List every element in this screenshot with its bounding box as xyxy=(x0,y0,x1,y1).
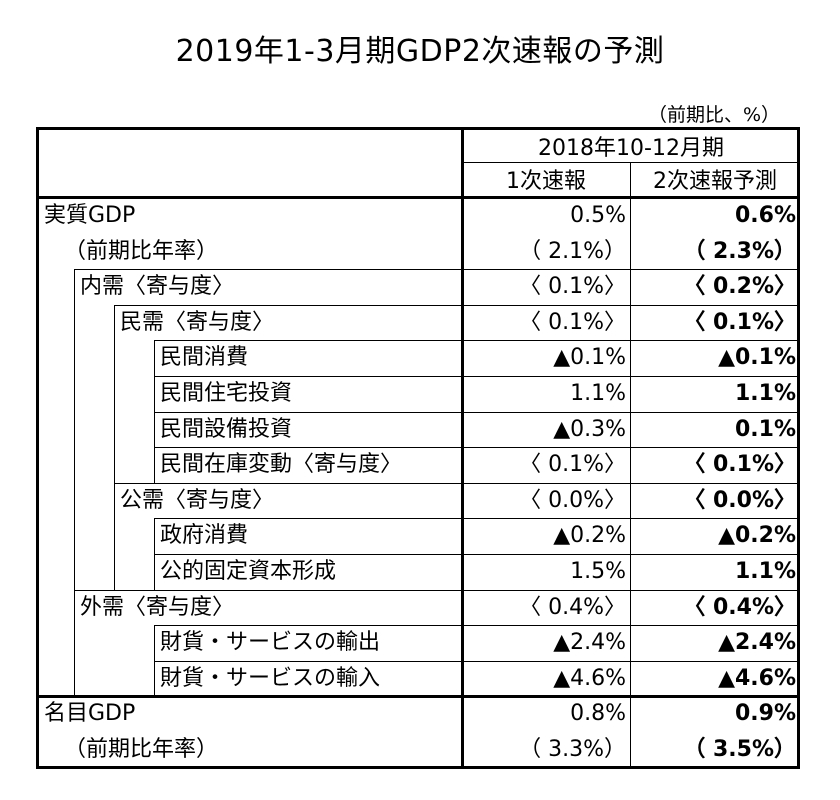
row-label: （前期比年率） xyxy=(64,238,219,264)
row-label: 公的固定資本形成 xyxy=(160,559,337,584)
second-estimate-forecast-value: ▲0.2% xyxy=(718,523,796,549)
row-label: 民需〈寄与度〉 xyxy=(120,309,275,335)
row-rule-values xyxy=(462,411,800,413)
first-estimate-value: 1.5% xyxy=(570,559,626,584)
header-col2: 2次速報予測 xyxy=(653,169,777,194)
header-col1: 1次速報 xyxy=(506,169,586,194)
row-label: 民間消費 xyxy=(160,345,249,371)
header-period: 2018年10-12月期 xyxy=(538,136,724,161)
row-rule-label xyxy=(154,518,462,520)
indent-guide-private-items xyxy=(154,340,155,483)
row-rule-values xyxy=(462,482,800,484)
first-estimate-value: 0.5% xyxy=(570,203,626,228)
second-estimate-forecast-value: 1.1% xyxy=(734,559,796,584)
row-rule-label xyxy=(154,340,462,342)
row-rule-values xyxy=(462,376,800,377)
second-estimate-forecast-value: 1.1% xyxy=(734,381,796,406)
first-estimate-value: ▲0.2% xyxy=(553,523,626,549)
indent-guide-domestic xyxy=(74,269,75,697)
header-divider xyxy=(462,162,800,163)
indent-guide-private xyxy=(114,304,115,590)
first-estimate-value: 〈 0.1%〉 xyxy=(519,309,626,335)
row-rule-label xyxy=(154,376,462,377)
row-rule-label xyxy=(114,304,462,306)
row-rule-values xyxy=(462,304,800,306)
row-rule-values xyxy=(462,340,800,342)
second-estimate-forecast-value: 〈 0.0%〉 xyxy=(683,487,796,513)
row-rule-values xyxy=(462,589,800,591)
first-estimate-value: 0.8% xyxy=(570,701,626,727)
first-estimate-value: 〈 0.4%〉 xyxy=(519,594,626,620)
row-label: 名目GDP xyxy=(44,701,136,727)
column-divider-right xyxy=(630,162,631,769)
row-label: 実質GDP xyxy=(44,203,136,228)
second-estimate-forecast-value: 〈 0.4%〉 xyxy=(683,594,796,620)
second-estimate-forecast-value: 0.1% xyxy=(734,416,796,442)
second-estimate-forecast-value: ▲4.6% xyxy=(718,665,796,691)
second-estimate-forecast-value: 〈 0.1%〉 xyxy=(683,452,796,478)
indent-guide-external-items xyxy=(154,625,155,697)
row-rule-label xyxy=(74,269,462,271)
first-estimate-value: 〈 0.0%〉 xyxy=(519,487,626,513)
row-rule-label xyxy=(114,482,462,484)
first-estimate-value: ▲0.3% xyxy=(553,416,626,442)
indent-guide-public-items xyxy=(154,518,155,590)
row-rule-values xyxy=(462,518,800,520)
unit-note: （前期比、%） xyxy=(647,104,780,126)
first-estimate-value: （ 3.3%） xyxy=(519,737,626,762)
row-rule-values xyxy=(462,625,800,627)
second-estimate-forecast-value: （ 2.3%） xyxy=(683,238,796,264)
row-label: 政府消費 xyxy=(160,523,249,549)
first-estimate-value: 〈 0.1%〉 xyxy=(519,452,626,478)
row-rule-label xyxy=(154,660,462,662)
row-rule-values xyxy=(462,554,800,555)
row-label: 民間設備投資 xyxy=(160,416,293,442)
row-rule-label xyxy=(74,589,462,591)
row-rule-label xyxy=(154,447,462,449)
row-rule-label xyxy=(154,411,462,413)
row-rule-values xyxy=(462,269,800,271)
row-label: 財貨・サービスの輸入 xyxy=(160,665,381,691)
header-bottom-rule xyxy=(36,196,800,199)
second-estimate-forecast-value: 〈 0.1%〉 xyxy=(683,309,796,335)
row-label: （前期比年率） xyxy=(64,737,219,762)
first-estimate-value: ▲4.6% xyxy=(553,665,626,691)
first-estimate-value: 〈 0.1%〉 xyxy=(519,274,626,300)
row-rule-label xyxy=(154,625,462,627)
first-estimate-value: （ 2.1%） xyxy=(519,238,626,264)
second-estimate-forecast-value: ▲2.4% xyxy=(718,630,796,656)
row-label: 財貨・サービスの輸出 xyxy=(160,630,381,656)
row-rule-label xyxy=(154,554,462,555)
first-estimate-value: 1.1% xyxy=(570,381,626,406)
second-estimate-forecast-value: 0.9% xyxy=(734,701,796,727)
row-label: 民間在庫変動〈寄与度〉 xyxy=(160,452,403,478)
row-rule-values xyxy=(462,660,800,662)
second-estimate-forecast-value: 0.6% xyxy=(734,203,796,228)
row-label: 民間住宅投資 xyxy=(160,381,293,406)
row-rule-values xyxy=(462,447,800,449)
row-rule-label xyxy=(36,695,462,699)
page-title: 2019年1-3月期GDP2次速報の予測 xyxy=(175,34,665,69)
first-estimate-value: ▲2.4% xyxy=(553,630,626,656)
row-label: 内需〈寄与度〉 xyxy=(80,274,235,300)
second-estimate-forecast-value: ▲0.1% xyxy=(718,345,796,371)
second-estimate-forecast-value: （ 3.5%） xyxy=(683,737,796,762)
second-estimate-forecast-value: 〈 0.2%〉 xyxy=(683,274,796,300)
row-rule-values xyxy=(462,695,800,699)
row-label: 公需〈寄与度〉 xyxy=(120,487,275,513)
first-estimate-value: ▲0.1% xyxy=(553,345,626,371)
row-label: 外需〈寄与度〉 xyxy=(80,594,235,620)
